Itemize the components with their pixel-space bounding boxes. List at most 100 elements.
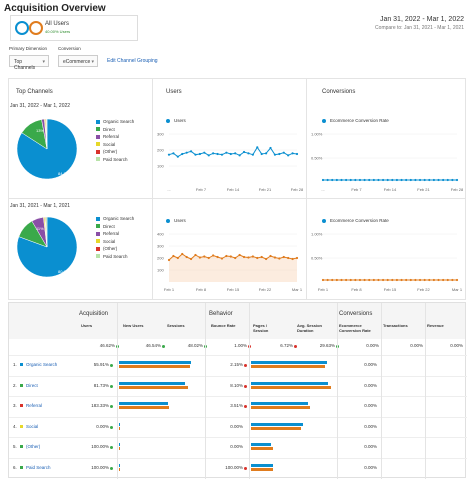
channel-link[interactable]: Social xyxy=(26,423,39,429)
data-point[interactable] xyxy=(363,178,366,182)
data-point[interactable] xyxy=(265,152,268,155)
data-point[interactable] xyxy=(212,254,215,257)
data-point[interactable] xyxy=(372,278,375,282)
data-point[interactable] xyxy=(395,278,399,282)
data-point[interactable] xyxy=(207,154,210,157)
data-point[interactable] xyxy=(260,255,263,259)
channel-link[interactable]: Referral xyxy=(26,403,43,408)
pie-slice-paid-search[interactable] xyxy=(45,118,48,150)
data-point[interactable] xyxy=(176,256,179,260)
data-point[interactable] xyxy=(331,178,334,182)
col-transactions[interactable]: Transactions xyxy=(383,323,408,328)
data-point[interactable] xyxy=(172,254,175,258)
data-point[interactable] xyxy=(358,178,362,182)
data-point[interactable] xyxy=(354,178,357,182)
col-revenue[interactable]: Revenue xyxy=(427,323,444,328)
data-point[interactable] xyxy=(172,152,175,155)
data-point[interactable] xyxy=(203,151,206,154)
data-point[interactable] xyxy=(176,155,179,158)
data-point[interactable] xyxy=(216,152,219,156)
data-point[interactable] xyxy=(167,258,171,262)
data-point[interactable] xyxy=(405,178,408,182)
data-point[interactable] xyxy=(282,151,285,154)
data-point[interactable] xyxy=(282,255,285,259)
data-point[interactable] xyxy=(335,278,338,282)
data-point[interactable] xyxy=(372,178,375,182)
data-point[interactable] xyxy=(234,256,237,260)
col-pages-session[interactable]: Pages / Session xyxy=(253,323,269,333)
data-point[interactable] xyxy=(363,278,366,282)
data-point[interactable] xyxy=(340,178,343,182)
data-point[interactable] xyxy=(432,278,435,282)
data-point[interactable] xyxy=(405,278,408,282)
data-point[interactable] xyxy=(287,256,290,260)
col-ecommerce-conversion-rate[interactable]: Ecommerce Conversion Rate xyxy=(339,323,371,333)
data-point[interactable] xyxy=(321,178,325,182)
data-point[interactable] xyxy=(203,255,206,258)
data-point[interactable] xyxy=(345,178,348,182)
conversion-dropdown[interactable]: eCommerce ▾ xyxy=(58,55,98,67)
data-point[interactable] xyxy=(442,178,445,182)
data-point[interactable] xyxy=(181,252,184,256)
data-point[interactable] xyxy=(414,178,417,182)
data-point[interactable] xyxy=(423,278,426,282)
col-sessions[interactable]: Sessions xyxy=(167,323,185,328)
pie-slice-paid-search[interactable] xyxy=(45,216,48,248)
data-point[interactable] xyxy=(418,178,422,182)
data-point[interactable] xyxy=(189,150,193,153)
data-point[interactable] xyxy=(278,152,281,156)
data-point[interactable] xyxy=(345,278,348,282)
col-avg-session-duration[interactable]: Avg. Session Duration xyxy=(297,323,322,333)
data-point[interactable] xyxy=(247,152,250,155)
channel-link[interactable]: Direct xyxy=(26,382,38,388)
data-point[interactable] xyxy=(386,178,389,182)
data-point[interactable] xyxy=(185,255,188,259)
data-point[interactable] xyxy=(414,278,417,282)
data-point[interactable] xyxy=(368,178,371,182)
data-point[interactable] xyxy=(194,153,197,156)
data-point[interactable] xyxy=(349,278,352,282)
data-point[interactable] xyxy=(391,178,394,182)
data-point[interactable] xyxy=(428,278,431,282)
data-point[interactable] xyxy=(185,151,188,154)
data-point[interactable] xyxy=(256,256,259,260)
data-point[interactable] xyxy=(216,255,219,259)
data-point[interactable] xyxy=(451,278,454,282)
data-point[interactable] xyxy=(386,278,389,282)
channel-link[interactable]: (Other) xyxy=(26,444,41,449)
primary-dimension-dropdown[interactable]: Top Channels ▾ xyxy=(9,55,49,71)
data-point[interactable] xyxy=(229,152,232,156)
data-point[interactable] xyxy=(260,152,263,156)
data-point[interactable] xyxy=(269,254,272,258)
data-point[interactable] xyxy=(331,278,334,282)
data-point[interactable] xyxy=(278,257,281,260)
data-point[interactable] xyxy=(234,152,237,155)
edit-channel-grouping-link[interactable]: Edit Channel Grouping xyxy=(107,58,158,64)
data-point[interactable] xyxy=(400,278,403,282)
data-point[interactable] xyxy=(212,152,215,155)
data-point[interactable] xyxy=(225,151,228,154)
data-point[interactable] xyxy=(251,153,254,156)
data-point[interactable] xyxy=(229,255,232,258)
data-point[interactable] xyxy=(256,146,259,149)
data-point[interactable] xyxy=(247,256,250,259)
data-point[interactable] xyxy=(451,178,454,182)
col-new-users[interactable]: New Users xyxy=(123,323,144,328)
data-point[interactable] xyxy=(326,178,329,182)
data-point[interactable] xyxy=(265,257,268,261)
data-point[interactable] xyxy=(220,257,224,260)
data-point[interactable] xyxy=(295,152,299,156)
data-point[interactable] xyxy=(181,152,184,156)
data-point[interactable] xyxy=(428,178,431,182)
data-point[interactable] xyxy=(198,256,201,259)
data-point[interactable] xyxy=(220,153,224,156)
data-point[interactable] xyxy=(321,278,325,282)
data-point[interactable] xyxy=(326,278,329,282)
data-point[interactable] xyxy=(446,178,449,182)
data-point[interactable] xyxy=(238,154,241,157)
data-point[interactable] xyxy=(349,178,352,182)
col-users[interactable]: Users xyxy=(81,323,93,328)
data-point[interactable] xyxy=(368,278,371,282)
data-point[interactable] xyxy=(409,178,412,182)
data-point[interactable] xyxy=(291,152,294,155)
